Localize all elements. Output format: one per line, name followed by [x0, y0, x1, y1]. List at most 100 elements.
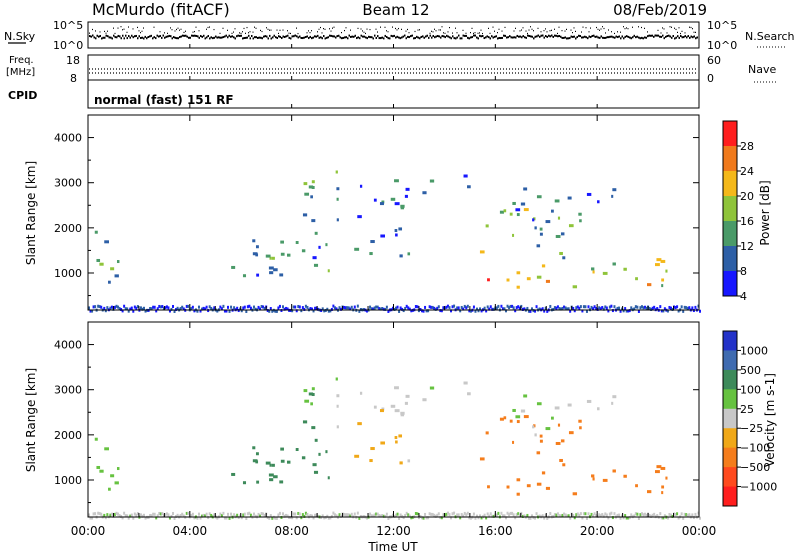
noise-search-point: [417, 29, 419, 31]
power-cell: [559, 251, 563, 255]
velocity-cell: [612, 469, 616, 473]
velocity-cell: [164, 513, 167, 517]
power-cell: [298, 305, 301, 309]
noise-sky-point: [278, 35, 280, 38]
velocity-cell: [563, 512, 566, 516]
velocity-cell: [335, 377, 338, 381]
noise-sky-point: [338, 34, 340, 37]
velocity-cell: [566, 514, 569, 518]
noise-search-point: [626, 27, 627, 29]
velocity-cell: [422, 398, 427, 402]
velocity-cell: [532, 516, 535, 520]
noise-sky-point: [189, 36, 191, 39]
velocity-cell: [628, 516, 631, 520]
noise-sky-point: [660, 35, 662, 38]
noise-sky-point: [420, 35, 422, 38]
noise-sky-point: [423, 36, 425, 39]
power-cell: [593, 305, 596, 309]
velocity-cell: [436, 513, 439, 517]
noise-search-point: [674, 27, 675, 29]
noise-sky-point: [450, 37, 452, 40]
noise-sky-point: [384, 34, 386, 37]
velocity-cell: [506, 485, 510, 489]
power-cell: [335, 307, 338, 311]
velocity-cell: [259, 514, 262, 518]
colorbar-frame: [722, 330, 738, 507]
velocity-cell: [660, 516, 663, 520]
noise-search-point: [455, 27, 456, 29]
noise-sky-point: [455, 37, 457, 40]
power-cell: [204, 307, 207, 311]
noise-search-point: [498, 28, 500, 30]
noise-sky-point: [96, 34, 98, 37]
velocity-cell: [527, 516, 530, 520]
power-cell: [286, 253, 291, 257]
power-cell: [110, 305, 113, 309]
power-cell: [197, 305, 200, 309]
power-cell: [425, 309, 428, 313]
noise-sky-point: [683, 36, 685, 39]
power-cell: [479, 250, 485, 254]
noise-search-point: [266, 27, 267, 29]
noise-search-point: [290, 32, 291, 35]
power-cell: [395, 306, 398, 310]
power-heatmap: [88, 170, 701, 313]
noise-sky-point: [117, 34, 119, 37]
velocity-cell: [453, 511, 456, 515]
velocity-cell: [419, 514, 422, 518]
noise-search-point: [170, 27, 171, 29]
power-cell: [300, 309, 303, 313]
y-tick-label: 1000: [54, 474, 82, 487]
noise-sky-point: [386, 35, 388, 38]
power-cell: [130, 306, 133, 310]
velocity-cell: [366, 516, 369, 520]
colorbar-tick-label: −25: [740, 422, 763, 435]
power-cell: [428, 305, 431, 309]
noise-sky-point: [306, 35, 308, 38]
velocity-heatmap: [88, 377, 701, 520]
noise-search-point: [689, 26, 690, 28]
power-cell: [584, 305, 587, 309]
velocity-cell: [591, 474, 595, 478]
noise-sky-point: [156, 34, 158, 37]
power-cell: [295, 241, 299, 245]
velocity-cell: [592, 514, 595, 518]
noise-sky-point: [396, 35, 398, 38]
power-cell: [668, 305, 671, 309]
velocity-cell: [691, 513, 694, 517]
velocity-cell: [662, 516, 665, 520]
power-cell: [88, 306, 90, 310]
power-cell: [387, 309, 390, 313]
power-cell: [269, 271, 274, 275]
noise-sky-point: [576, 36, 578, 39]
power-cell: [239, 307, 242, 311]
noise-sky-point: [545, 34, 547, 37]
velocity-cell: [255, 452, 259, 456]
velocity-cell: [622, 516, 625, 520]
velocity-cell: [486, 512, 489, 516]
noise-sky-point: [260, 36, 262, 39]
velocity-cell: [116, 467, 120, 471]
noise-sky-point: [92, 34, 94, 37]
noise-sky-point: [192, 34, 194, 37]
station-title: McMurdo (fitACF): [92, 0, 230, 19]
velocity-cell: [167, 513, 170, 517]
power-cell: [315, 306, 318, 310]
noise-sky-point: [435, 35, 437, 38]
power-cell: [242, 306, 245, 310]
power-cell: [439, 309, 442, 313]
noise-sky-point: [288, 36, 290, 39]
noise-search-point: [494, 30, 495, 32]
colorbar-swatch: [723, 221, 737, 247]
power-cell: [100, 305, 103, 309]
noise-sky-point: [339, 36, 341, 39]
power-cell: [96, 258, 101, 262]
noise-sky-point: [573, 35, 575, 38]
power-cell: [546, 309, 549, 313]
velocity-cell: [294, 512, 297, 516]
velocity-cell: [278, 511, 281, 515]
power-cell: [285, 306, 288, 310]
power-cell: [691, 306, 694, 310]
noise-sky-point: [336, 35, 338, 38]
velocity-cell: [308, 392, 314, 396]
